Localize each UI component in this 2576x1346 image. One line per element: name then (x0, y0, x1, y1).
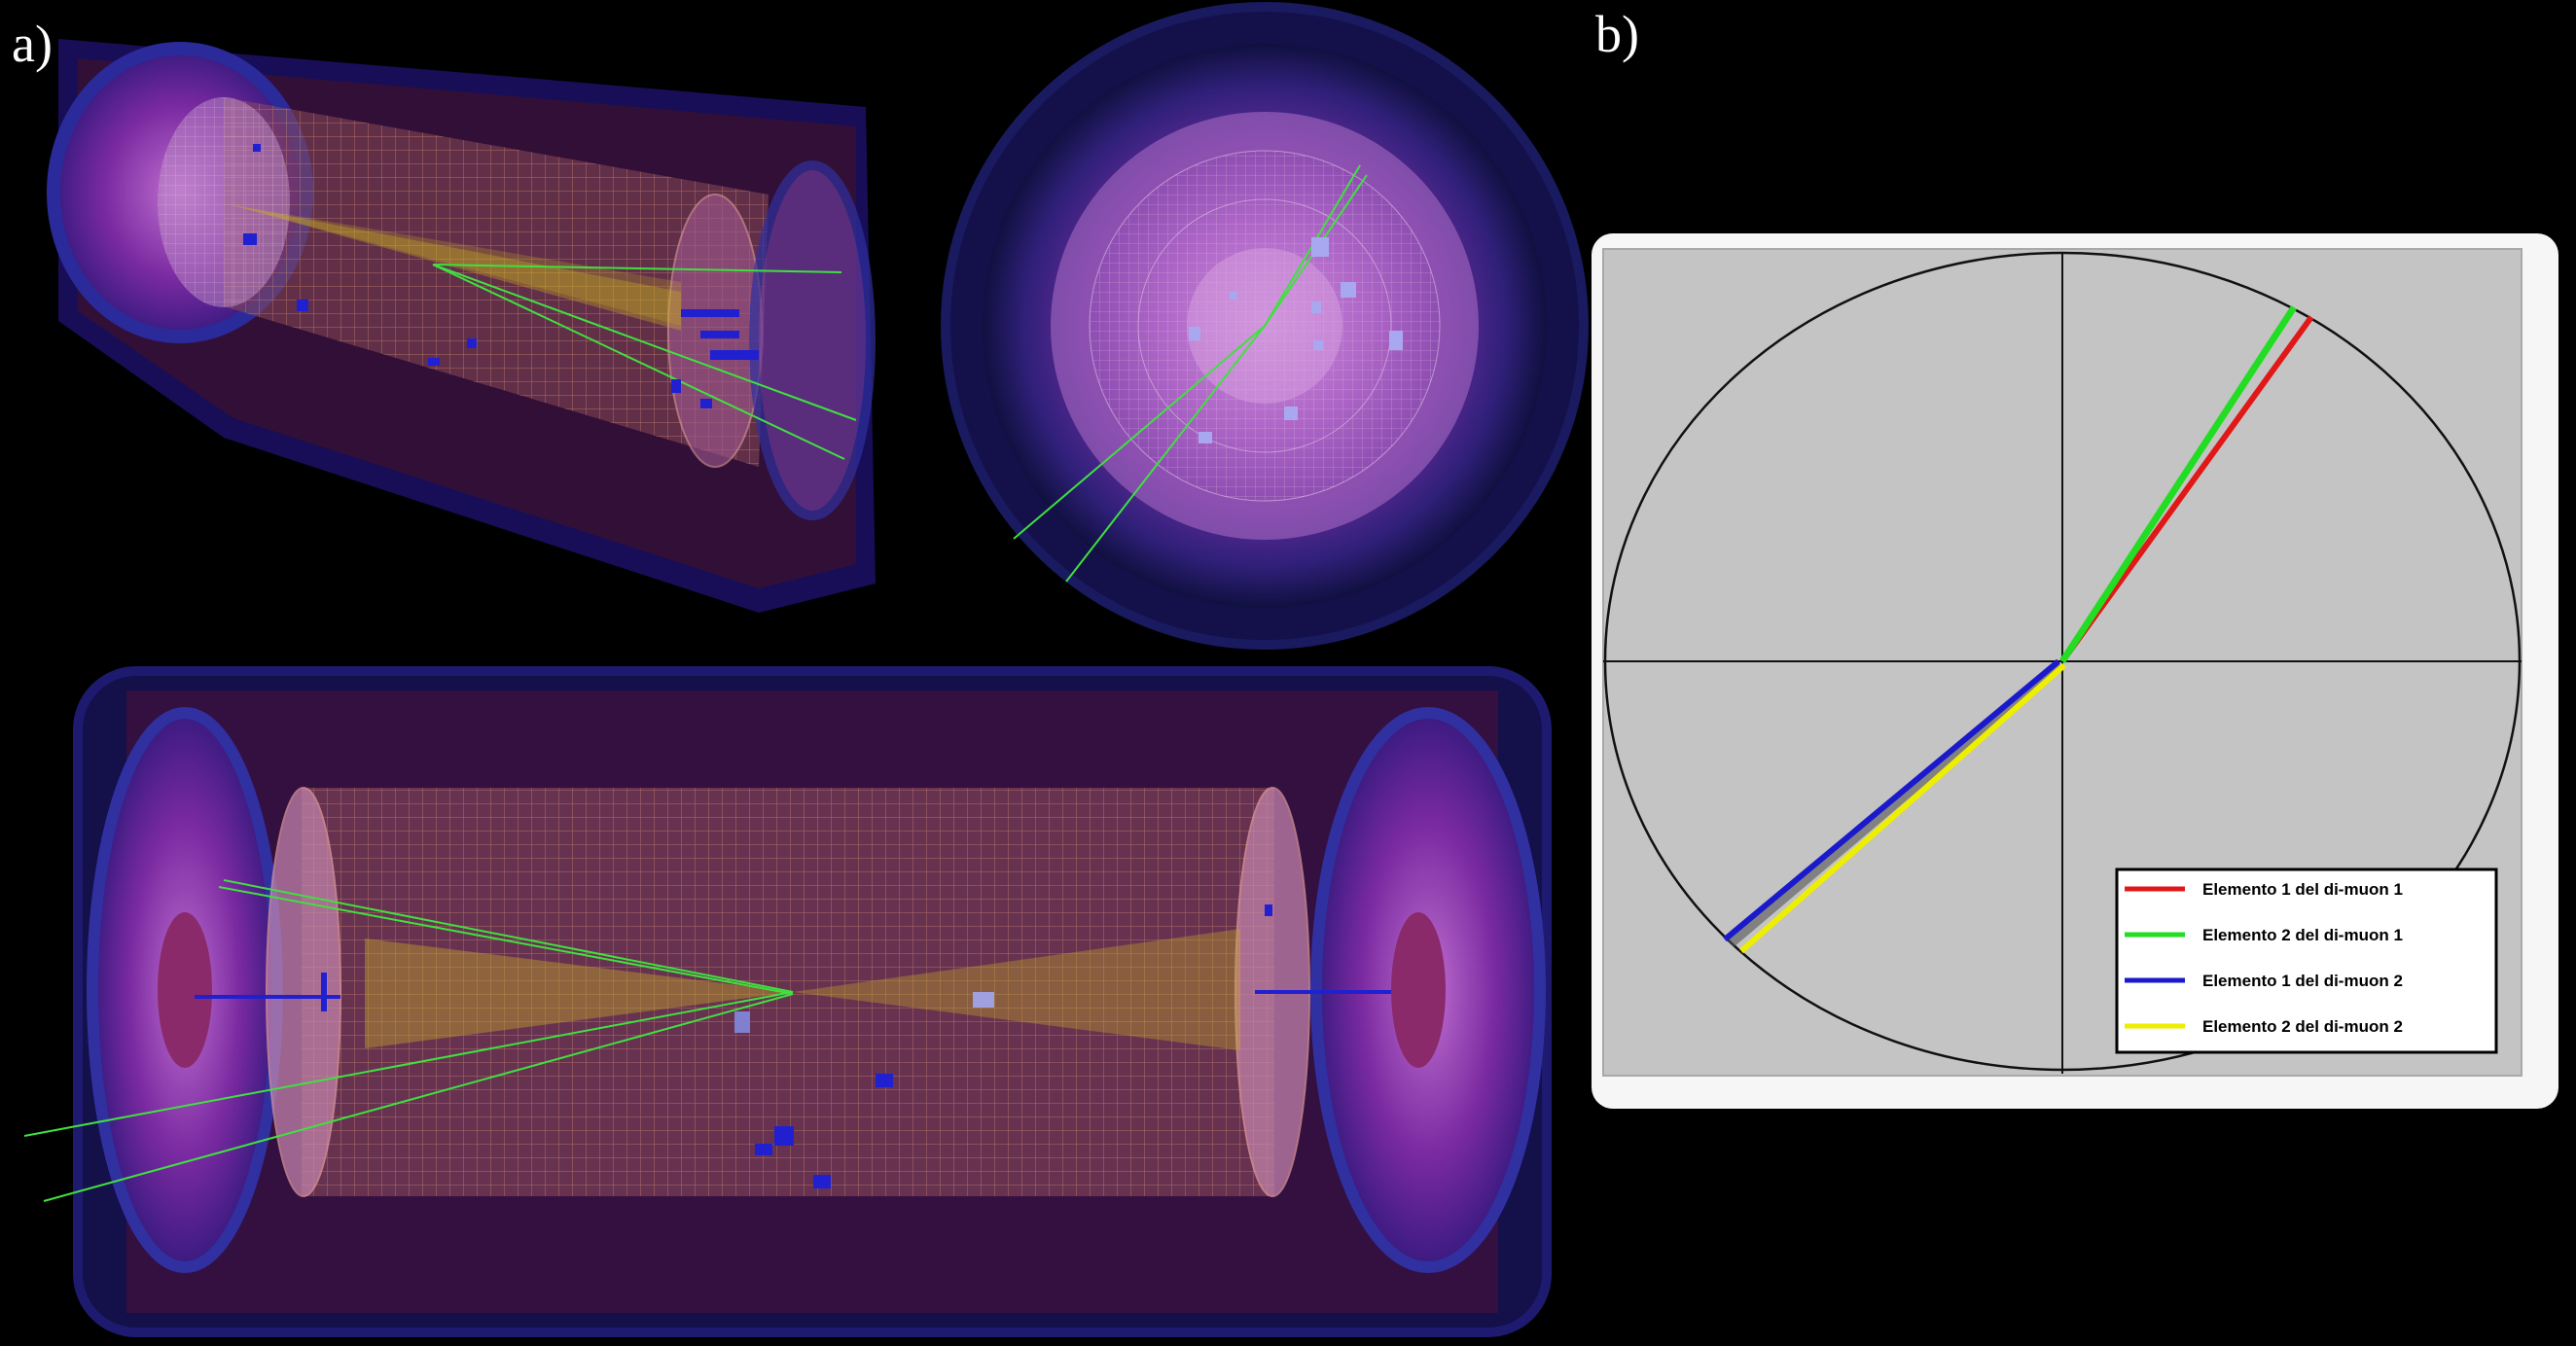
detector-side-view (23, 666, 1552, 1337)
legend-entry: Elemento 1 del di-muon 2 (2202, 972, 2403, 990)
track-dimuon2-element1 (1723, 658, 2060, 942)
polar-plot-panel: Elemento 1 del di-muon 1 Elemento 2 del d… (1592, 233, 2558, 1109)
track-dimuon1-element2 (2059, 305, 2297, 663)
legend-entry: Elemento 2 del di-muon 1 (2202, 926, 2403, 944)
detector-oblique-view (47, 39, 876, 613)
panel-b-label: b) (1595, 5, 1639, 63)
legend-entry: Elemento 1 del di-muon 1 (2202, 880, 2403, 899)
panel-a-label: a) (12, 15, 53, 73)
detector-end-view (941, 2, 1589, 650)
legend-entry: Elemento 2 del di-muon 2 (2202, 1017, 2403, 1036)
track-dimuon2-element2 (1739, 662, 2066, 954)
legend: Elemento 1 del di-muon 1 Elemento 2 del d… (2115, 868, 2498, 1054)
